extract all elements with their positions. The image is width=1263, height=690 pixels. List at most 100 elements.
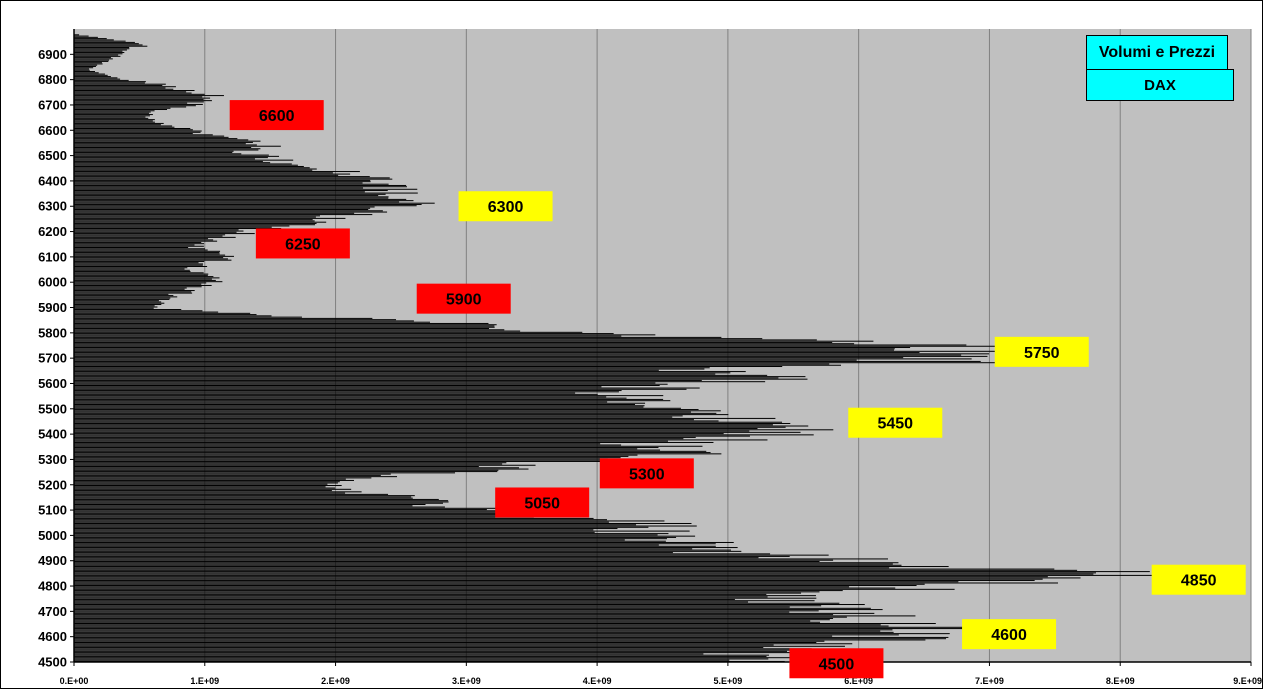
volume-bar — [74, 522, 692, 524]
volume-bar — [74, 229, 239, 231]
volume-bar — [74, 566, 949, 568]
volume-bar — [74, 447, 659, 449]
volume-bar — [74, 579, 1035, 581]
volume-bar — [74, 577, 1081, 579]
x-tick-label: 7.E+09 — [975, 676, 1004, 686]
volume-bar — [74, 329, 505, 331]
volume-bar — [74, 338, 763, 340]
volume-bar — [74, 386, 602, 388]
volume-bar — [74, 186, 407, 188]
volume-bar — [74, 49, 127, 51]
volume-bar — [74, 45, 148, 47]
volume-bar — [74, 193, 386, 195]
volume-bar — [74, 106, 187, 108]
volume-bar — [74, 334, 656, 336]
volume-bar — [74, 96, 203, 98]
volume-bar — [74, 159, 294, 161]
volume-bar — [74, 490, 332, 492]
volume-bar — [74, 248, 205, 250]
volume-bar — [74, 211, 388, 213]
level-label-6300: 6300 — [488, 199, 524, 216]
level-label-6250: 6250 — [285, 236, 321, 253]
volume-bar — [74, 41, 135, 43]
volume-bar — [74, 562, 899, 564]
volume-bar — [74, 206, 375, 208]
volume-bar — [74, 333, 614, 335]
volume-bar — [74, 553, 771, 555]
volume-bar — [74, 623, 936, 625]
volume-bar — [74, 87, 166, 89]
volume-bar — [74, 155, 280, 157]
volume-bar — [74, 512, 563, 514]
volume-bar — [74, 167, 310, 169]
volume-bar — [74, 119, 155, 121]
volume-bar — [74, 265, 208, 267]
volume-bar — [74, 298, 170, 300]
volume-bar — [74, 344, 967, 346]
volume-bar — [74, 652, 805, 654]
volume-bar — [74, 426, 786, 428]
volume-bar — [74, 160, 263, 162]
volume-bar — [74, 431, 801, 433]
volume-bar — [74, 138, 238, 140]
volume-bar — [74, 388, 687, 390]
volume-bar — [74, 48, 130, 50]
volume-bar — [74, 474, 381, 476]
volume-bar — [74, 528, 618, 530]
volume-bar — [74, 354, 962, 356]
volume-bar — [74, 631, 894, 633]
volume-bar — [74, 133, 193, 135]
volume-bar — [74, 209, 369, 211]
volume-bar — [74, 653, 704, 655]
volume-bar — [74, 217, 346, 219]
volume-bar — [74, 267, 188, 269]
volume-bar — [74, 538, 667, 540]
volume-bar — [74, 598, 735, 600]
volume-bar — [74, 78, 121, 80]
price-level-labels: 6600 6300 6250 5900 5750 5450 5300 5050 4850 4600… — [229, 100, 1246, 679]
volume-bar — [74, 157, 268, 159]
volume-bar — [74, 393, 598, 395]
volume-bar — [74, 288, 185, 290]
volume-bar — [74, 567, 890, 569]
volume-bar — [74, 458, 608, 460]
volume-bar — [74, 531, 595, 533]
volume-bar — [74, 355, 988, 357]
volume-bar — [74, 136, 229, 138]
volume-bar — [74, 150, 234, 152]
volume-bar — [74, 374, 768, 376]
volume-bar — [74, 559, 834, 561]
volume-bar — [74, 210, 383, 212]
volume-bar — [74, 568, 1055, 570]
volume-bar — [74, 192, 418, 194]
volume-bar — [74, 264, 203, 266]
volume-bar — [74, 407, 681, 409]
volume-bar — [74, 277, 220, 279]
level-label-box-5900 — [416, 283, 511, 314]
volume-bar — [74, 357, 904, 359]
volume-bar — [74, 103, 203, 105]
volume-bar — [74, 612, 875, 614]
volume-bar — [74, 350, 999, 352]
volume-bar — [74, 247, 189, 249]
volume-bar — [74, 58, 113, 60]
volume-bar — [74, 530, 690, 532]
volume-bar — [74, 278, 212, 280]
volume-bar — [74, 302, 165, 304]
volume-bar — [74, 268, 185, 270]
volume-bar — [74, 633, 950, 635]
volume-bar — [74, 178, 393, 180]
volume-bar — [74, 395, 664, 397]
volume-bar — [74, 205, 417, 207]
volume-bar — [74, 605, 822, 607]
level-label-4850: 4850 — [1181, 573, 1217, 590]
volume-bar — [74, 203, 422, 205]
volume-bar — [74, 383, 668, 385]
volume-bar — [74, 387, 700, 389]
volume-bar — [74, 126, 175, 128]
volume-bar — [74, 569, 1078, 571]
x-tick-label: 6.E+09 — [844, 676, 873, 686]
volume-bar — [74, 84, 163, 86]
volume-bar — [74, 448, 638, 450]
volume-bar — [74, 643, 853, 645]
